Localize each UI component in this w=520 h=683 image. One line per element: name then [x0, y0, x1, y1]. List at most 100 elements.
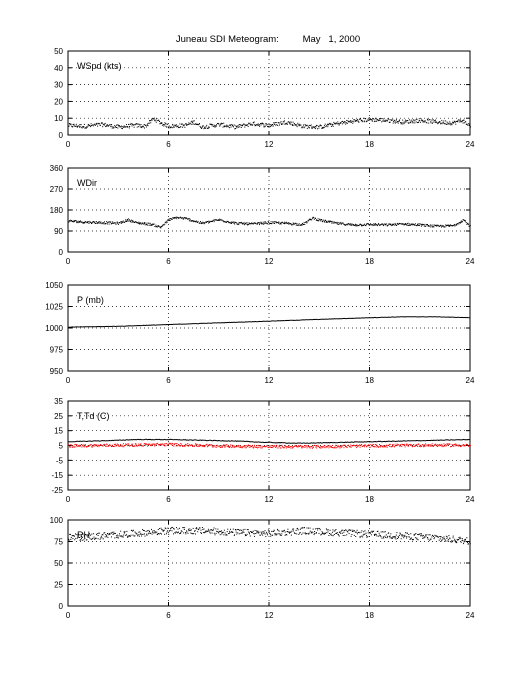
temp-dewpoint-data-point — [410, 444, 412, 446]
wspd-data-point — [420, 118, 422, 120]
wspd-data-point — [125, 126, 127, 128]
rh-data-point — [338, 534, 339, 536]
wspd-data-point — [359, 118, 360, 120]
wspd-data-point — [197, 124, 199, 126]
wdir-data-point — [141, 223, 143, 225]
wdir-data-point — [172, 217, 174, 219]
rh-data-point — [113, 533, 115, 534]
rh-data-point — [78, 534, 80, 536]
rh-data-point — [251, 531, 253, 533]
wdir-data-point — [351, 224, 353, 226]
wdir-data-point — [89, 221, 91, 223]
wspd-data-point — [118, 125, 120, 127]
wspd-data-point — [329, 123, 331, 125]
temp-dewpoint-data-point — [248, 444, 249, 446]
rh-data-point — [196, 527, 198, 529]
rh-data-point — [281, 530, 283, 532]
wspd-data-point — [279, 122, 281, 124]
temp-dewpoint-data-point — [306, 445, 308, 447]
wspd-data-point — [299, 124, 301, 126]
rh-data-point — [464, 539, 465, 541]
temp-dewpoint-data-point — [245, 445, 247, 447]
wdir-data-point — [310, 219, 312, 221]
wdir-data-point — [396, 222, 398, 224]
wspd-data-point — [415, 121, 417, 123]
temp-dewpoint-data-point — [74, 444, 76, 446]
rh-data-point — [251, 532, 252, 533]
rh-data-point — [236, 529, 238, 530]
rh-data-point — [409, 536, 411, 538]
wspd-data-point — [226, 124, 228, 126]
rh-data-point — [257, 531, 259, 533]
temp-dewpoint-data-point — [224, 445, 226, 447]
temp-dewpoint-data-point — [344, 445, 346, 447]
temp-dewpoint-data-point — [363, 446, 365, 448]
temp-dewpoint-data-point — [350, 446, 352, 448]
wspd-data-point — [205, 126, 207, 128]
rh-data-point — [340, 531, 342, 533]
wspd-data-point — [418, 118, 420, 120]
temp-dewpoint-data-point — [356, 444, 358, 446]
rh-data-point — [264, 530, 266, 532]
wspd-data-point — [233, 126, 234, 128]
rh-data-point — [434, 537, 436, 539]
temp-dewpoint-data-point — [261, 447, 263, 449]
temp-dewpoint-data-point — [160, 444, 162, 446]
temp-dewpoint-data-point — [399, 445, 401, 447]
rh-data-point — [81, 538, 82, 540]
wspd-data-point — [147, 125, 149, 127]
wspd-data-point — [409, 121, 411, 123]
wspd-data-point — [157, 120, 159, 122]
rh-data-point — [234, 534, 235, 536]
wspd-data-point — [454, 121, 456, 123]
wdir-data-point — [271, 223, 273, 225]
wspd-data-point — [138, 123, 140, 125]
rh-data-point — [127, 535, 129, 537]
rh-data-point — [186, 530, 188, 532]
wdir-data-point — [303, 223, 305, 225]
wspd-data-point — [395, 119, 397, 121]
temp-dewpoint-data-point — [394, 445, 396, 447]
rh-data-point — [95, 537, 97, 539]
wspd-data-point — [219, 125, 221, 127]
wspd-data-point — [466, 123, 468, 125]
rh-data-point — [71, 535, 73, 537]
wdir-data-point — [79, 221, 80, 222]
wdir-data-point — [197, 220, 199, 222]
temp-dewpoint-data-point — [180, 443, 182, 444]
rh-data-point — [216, 531, 218, 533]
wdir-data-point — [458, 222, 460, 224]
rh-data-point — [167, 527, 169, 529]
temp-dewpoint-data-point — [201, 445, 203, 447]
wdir-data-point — [361, 225, 363, 227]
wspd-data-point — [180, 126, 182, 128]
wspd-data-point — [183, 124, 185, 126]
temp-dewpoint-data-point — [427, 445, 429, 447]
wspd-data-point — [353, 121, 355, 123]
wspd-data-point — [201, 128, 203, 129]
wspd-data-point — [134, 124, 136, 126]
rh-data-point — [237, 532, 239, 534]
wspd-data-point — [350, 120, 352, 121]
rh-xtick-label: 6 — [166, 611, 171, 620]
temp-dewpoint-data-point — [294, 445, 296, 447]
wdir-data-point — [392, 224, 393, 226]
wdir-ytick-label: 90 — [54, 227, 63, 236]
rh-data-point — [410, 533, 412, 535]
wspd-data-point — [165, 125, 167, 127]
rh-data-point — [451, 541, 453, 543]
temp-dewpoint-data-point — [276, 444, 278, 446]
wdir-data-point — [136, 222, 138, 224]
wdir-data-point — [267, 221, 269, 223]
temp-dewpoint-data-point — [340, 446, 342, 448]
wspd-data-point — [407, 122, 409, 124]
temp-dewpoint-data-point — [90, 444, 92, 446]
temp-dewpoint-data-point — [257, 447, 259, 449]
wdir-data-point — [436, 225, 438, 227]
wspd-data-point — [440, 122, 442, 124]
rh-data-point — [117, 536, 119, 538]
rh-data-point — [408, 534, 410, 535]
wspd-data-point — [242, 124, 244, 126]
wspd-data-point — [239, 124, 241, 126]
temp-dewpoint-data-point — [138, 445, 140, 447]
